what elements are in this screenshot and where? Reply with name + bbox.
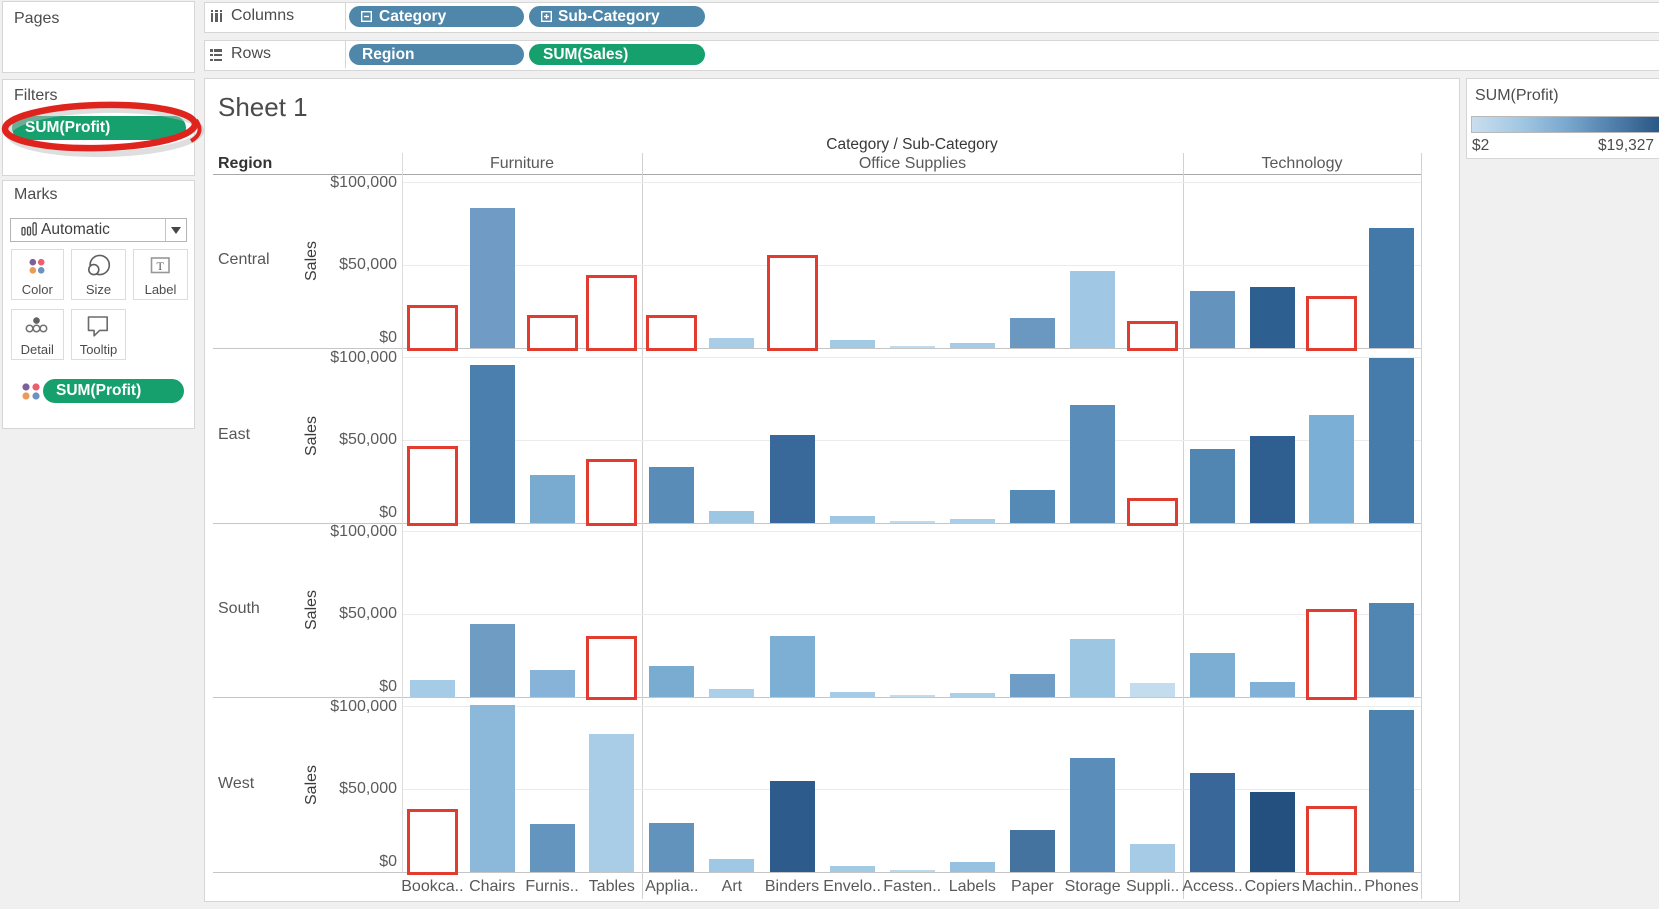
svg-text:T: T [157,259,165,273]
